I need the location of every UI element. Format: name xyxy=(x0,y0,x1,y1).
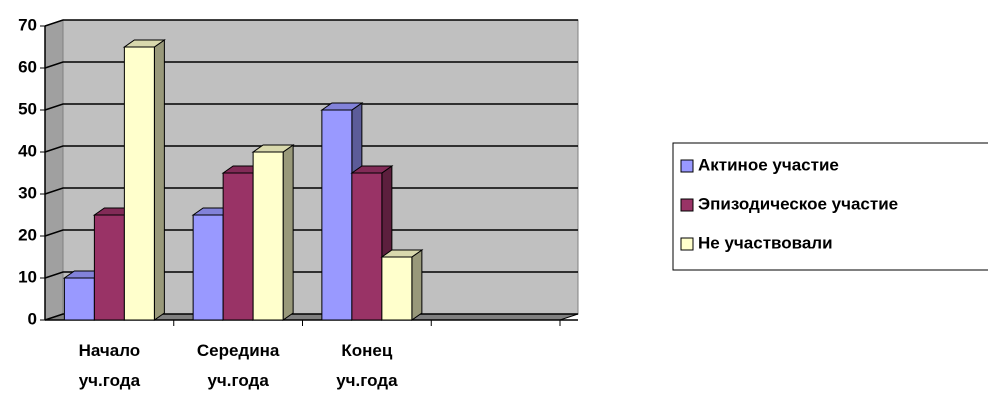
x-tick-label: Начало уч.года xyxy=(78,341,141,390)
grid-line xyxy=(44,61,578,69)
bar-front xyxy=(222,172,254,321)
bar-front xyxy=(192,214,224,321)
grid-line xyxy=(44,187,578,195)
bar-side xyxy=(153,39,165,321)
bar-front xyxy=(321,109,353,321)
grid-line xyxy=(44,145,578,153)
bar xyxy=(251,144,295,321)
legend-label: Эпизодическое участие xyxy=(698,194,898,213)
bar-front xyxy=(252,151,284,321)
y-tick-label: 50 xyxy=(18,99,37,118)
x-tick-label: Середина уч.года xyxy=(196,341,280,390)
y-tick-label: 0 xyxy=(28,309,37,328)
y-tick-label: 40 xyxy=(18,141,37,160)
bar-front xyxy=(123,46,155,321)
x-tick-label: Конец уч.года xyxy=(336,341,398,390)
grid-line xyxy=(44,19,578,27)
grid-line xyxy=(44,103,578,111)
y-tick-label: 30 xyxy=(18,183,37,202)
y-tick-label: 60 xyxy=(18,57,37,76)
bar-side xyxy=(282,144,294,321)
bar xyxy=(122,39,166,321)
grid-line xyxy=(44,229,578,237)
y-tick-label: 10 xyxy=(18,267,37,286)
bar-side xyxy=(411,249,423,321)
bar xyxy=(380,249,424,321)
legend-swatch xyxy=(680,198,694,212)
legend-swatch xyxy=(680,237,694,251)
bar-front xyxy=(351,172,383,321)
legend-label: Актиное участие xyxy=(698,155,839,174)
y-tick-label: 20 xyxy=(18,225,37,244)
bar-front xyxy=(93,214,125,321)
legend-box xyxy=(672,142,988,271)
legend-label: Не участвовали xyxy=(698,233,833,252)
legend-swatch xyxy=(680,159,694,173)
bar-front xyxy=(63,277,95,321)
bar-front xyxy=(381,256,413,321)
y-tick-label: 70 xyxy=(18,15,37,34)
